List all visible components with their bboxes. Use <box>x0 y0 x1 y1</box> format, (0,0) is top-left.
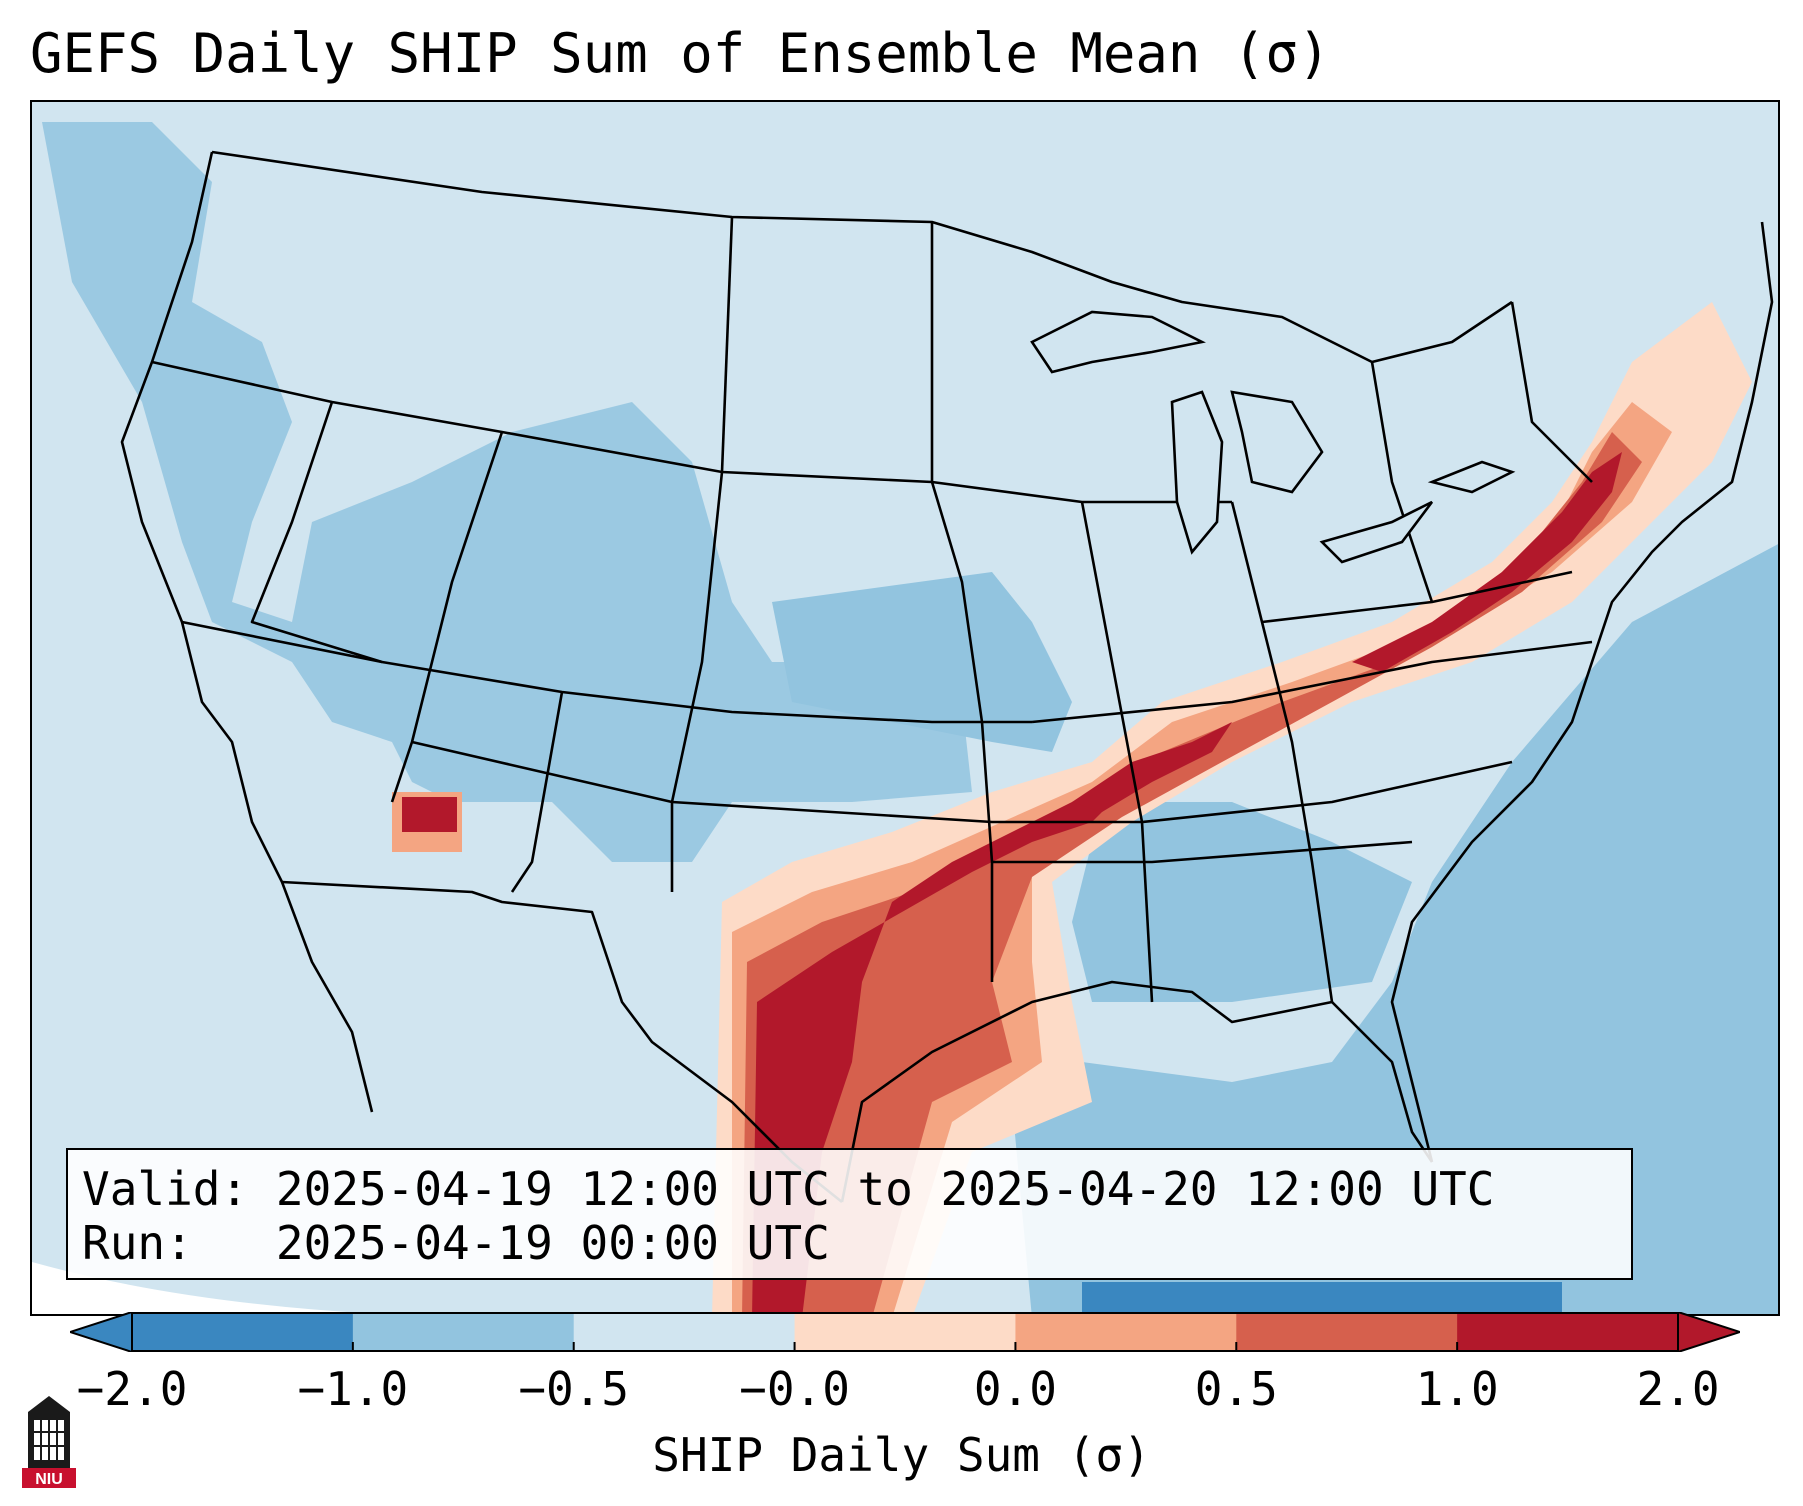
colorbar-segment <box>573 1312 796 1352</box>
colorbar-segment <box>1236 1312 1458 1352</box>
colorbar-extend-low <box>70 1312 133 1352</box>
colorbar-segment <box>352 1312 575 1352</box>
lake-huron <box>1230 390 1324 494</box>
colorbar-outline <box>131 1312 1679 1352</box>
atlantic-ocean-region <box>1012 544 1778 1314</box>
colorbar-segment <box>794 1312 1016 1352</box>
map-title: GEFS Daily SHIP Sum of Ensemble Mean (σ) <box>30 22 1331 85</box>
colorbar-label: SHIP Daily Sum (σ) <box>652 1428 1151 1482</box>
colorbar-tick-label: 2.0 <box>1636 1362 1720 1416</box>
valid-value: 2025-04-19 12:00 UTC to 2025-04-20 12:00… <box>275 1162 1495 1216</box>
lake-superior <box>1030 310 1206 374</box>
colorbar-tick-label: −2.0 <box>76 1362 188 1416</box>
colorbar-tick-label: −0.5 <box>518 1362 630 1416</box>
warm-swath-high <box>742 432 1642 1314</box>
central-low-region <box>772 572 1072 752</box>
deep-anomaly-band <box>1082 1282 1562 1314</box>
lake-michigan <box>1170 390 1224 555</box>
southeast-low-region <box>1072 802 1412 1002</box>
colorbar-segment <box>1015 1312 1237 1352</box>
colorbar-extend-high <box>1677 1312 1740 1352</box>
northeast-core <box>1352 452 1622 672</box>
projection-edge <box>32 1262 380 1314</box>
colorbar-segment <box>1457 1312 1679 1352</box>
lake-erie <box>1319 500 1434 564</box>
valid-run-info-box: Valid: 2025-04-19 12:00 UTC to 2025-04-2… <box>66 1148 1633 1280</box>
colorbar-tick-label: 0.5 <box>1194 1362 1278 1416</box>
colorbar-tick-labels: −2.0 −1.0 −0.5 −0.0 0.0 0.5 1.0 2.0 <box>0 1362 1803 1422</box>
great-lakes <box>1030 310 1516 564</box>
niu-logo: NIU <box>22 1396 76 1488</box>
ohio-core <box>1072 722 1232 812</box>
run-label: Run: <box>82 1216 193 1270</box>
colorbar-segment <box>132 1312 354 1352</box>
run-value: 2025-04-19 00:00 UTC <box>275 1216 830 1270</box>
boundary-lines <box>120 150 1774 1204</box>
valid-label: Valid: <box>82 1162 249 1216</box>
colorbar-tick-label: −1.0 <box>297 1362 409 1416</box>
lake-ontario <box>1427 460 1516 494</box>
svg-text:NIU: NIU <box>35 1471 63 1488</box>
arizona-patch-core <box>402 797 457 832</box>
map-panel <box>30 100 1780 1316</box>
colorbar-tick-label: 1.0 <box>1415 1362 1499 1416</box>
colorbar <box>70 1312 1740 1352</box>
colorbar-tick-label: 0.0 <box>973 1362 1057 1416</box>
colorbar-tick-label: −0.0 <box>739 1362 850 1416</box>
western-low-region <box>42 122 972 862</box>
map-canvas <box>32 102 1778 1314</box>
